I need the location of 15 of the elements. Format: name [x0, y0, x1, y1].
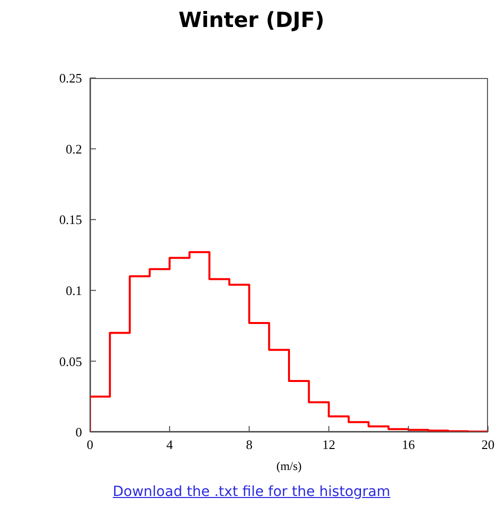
- text: Download the .txt file for the histogram: [112, 484, 392, 500]
- x-axis-title: (m/s): [276, 459, 302, 473]
- x-tick-label: 16: [402, 437, 416, 452]
- x-tick-label: 20: [482, 437, 494, 452]
- x-tick-label: 12: [322, 437, 336, 452]
- y-tick-label: 0.25: [59, 70, 82, 86]
- x-tick-label: 4: [166, 437, 174, 452]
- x-tick-label: 8: [246, 437, 252, 452]
- chart-title: Winter (DJF): [177, 8, 326, 32]
- y-tick-label: 0.2: [66, 141, 82, 156]
- y-tick-label: 0.15: [59, 212, 82, 228]
- x-tick-label: 0: [86, 437, 94, 452]
- y-tick-label: 0.05: [59, 354, 82, 369]
- y-tick-label: 0: [76, 424, 82, 440]
- y-tick-label: 0.1: [66, 283, 82, 298]
